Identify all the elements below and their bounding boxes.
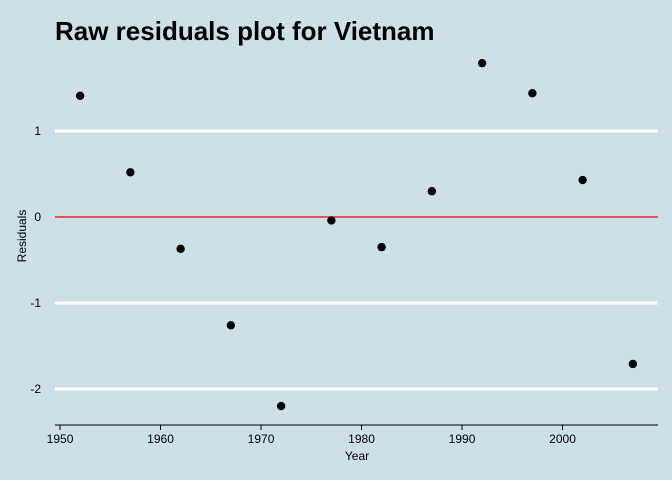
y-tick-label: -1 bbox=[30, 296, 41, 310]
y-axis-label: Residuals bbox=[15, 210, 29, 263]
x-tick-label: 1980 bbox=[348, 432, 375, 446]
x-axis-label: Year bbox=[345, 449, 369, 463]
data-point bbox=[327, 216, 336, 225]
y-tick-label: -2 bbox=[30, 382, 41, 396]
data-point bbox=[377, 242, 386, 252]
data-point bbox=[176, 244, 185, 254]
y-tick-label: 1 bbox=[34, 124, 41, 138]
y-tick-label: 0 bbox=[34, 210, 41, 224]
x-tick-label: 1990 bbox=[449, 432, 476, 446]
chart-title: Raw residuals plot for Vietnam bbox=[55, 16, 435, 46]
x-axis: 1950 1960 1970 1980 1990 2000 bbox=[47, 424, 658, 446]
x-tick-label: 1950 bbox=[47, 432, 74, 446]
data-point bbox=[126, 168, 135, 177]
grid-lines bbox=[55, 129, 658, 391]
data-point bbox=[528, 89, 537, 98]
x-tick-label: 1960 bbox=[147, 432, 174, 446]
x-tick-label: 1970 bbox=[248, 432, 275, 446]
y-axis-ticks: 1 0 -1 -2 bbox=[30, 124, 41, 396]
data-point bbox=[276, 401, 286, 411]
data-point bbox=[226, 321, 236, 330]
data-points bbox=[75, 58, 638, 411]
data-point bbox=[427, 187, 437, 196]
data-point bbox=[75, 91, 85, 101]
data-point bbox=[477, 58, 487, 68]
x-tick-label: 2000 bbox=[549, 432, 576, 446]
data-point bbox=[628, 359, 638, 369]
data-point bbox=[578, 175, 587, 185]
